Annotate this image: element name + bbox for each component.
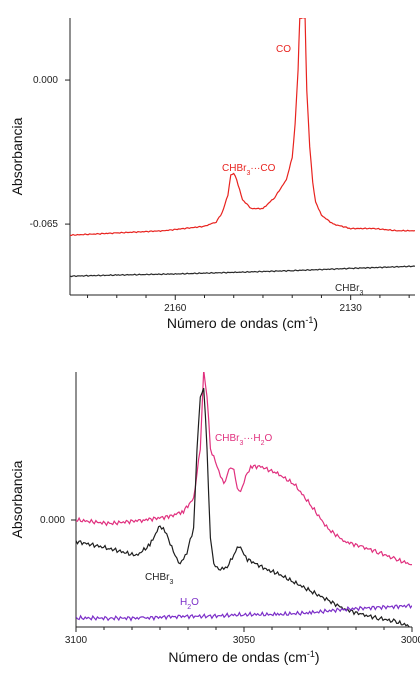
- x-axis-title: Número de ondas (cm-1): [167, 315, 318, 331]
- x-tick-label: 2130: [340, 303, 363, 314]
- x-tick-label: 3100: [65, 635, 88, 646]
- x-axis-title: Número de ondas (cm-1): [168, 649, 319, 665]
- y-tick-label: 0.000: [33, 75, 58, 86]
- y-tick-label: -0.065: [30, 219, 59, 230]
- x-tick-label: 2160: [164, 303, 187, 314]
- y-axis-title: Absorbancia: [9, 460, 25, 538]
- y-tick-label: 0.000: [40, 515, 65, 526]
- annotation-label: H2O: [180, 597, 199, 611]
- series-line-3: [76, 603, 412, 622]
- series-line-2: [70, 265, 415, 278]
- series-line-2: [76, 387, 412, 627]
- annotation-label: CHBr3: [335, 283, 363, 297]
- series-line-1: [70, 18, 415, 236]
- y-axis-title: Absorbancia: [9, 117, 25, 195]
- annotation-label: CHBr3: [145, 572, 173, 586]
- series-line-1: [76, 372, 412, 566]
- x-tick-label: 3050: [233, 635, 256, 646]
- chart-1: 2160 2130 0.000 -0.065 Absorbancia Número de …: [9, 18, 415, 331]
- annotation-label: CO: [276, 44, 291, 55]
- annotation-label: CHBr3···CO: [222, 163, 276, 177]
- annotation-label: CHBr3···H2O: [215, 433, 272, 447]
